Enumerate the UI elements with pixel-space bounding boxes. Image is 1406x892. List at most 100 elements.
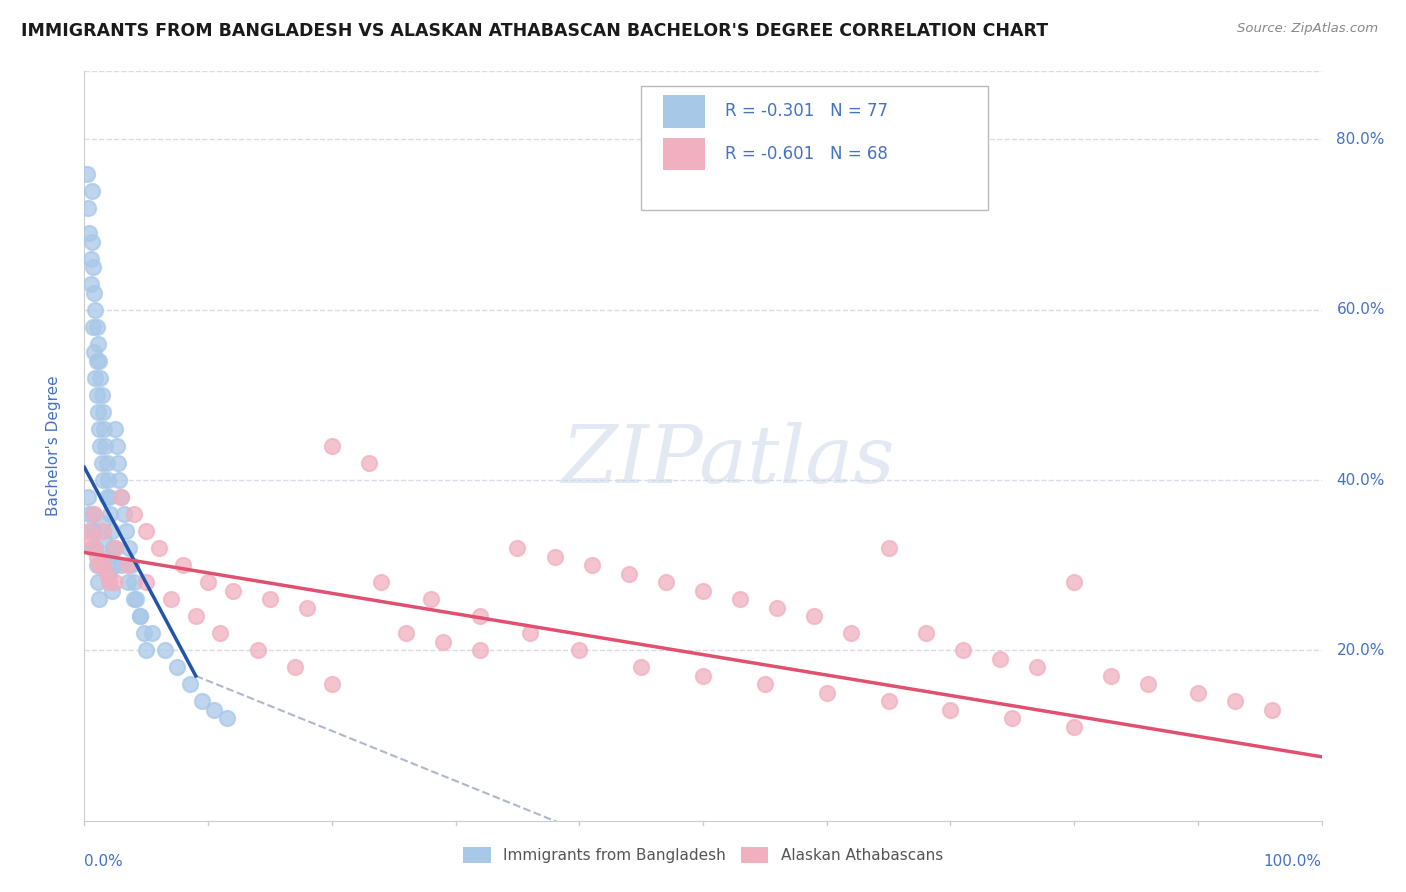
- Point: [630, 660, 652, 674]
- FancyBboxPatch shape: [664, 138, 706, 170]
- Point: [519, 626, 541, 640]
- Point: [215, 711, 238, 725]
- Point: [87, 405, 110, 419]
- Point: [117, 575, 139, 590]
- Point: [370, 575, 392, 590]
- Text: R = -0.301   N = 77: R = -0.301 N = 77: [725, 103, 889, 120]
- FancyBboxPatch shape: [664, 95, 706, 128]
- Point: [153, 643, 176, 657]
- Point: [357, 456, 380, 470]
- Point: [86, 549, 108, 564]
- Point: [80, 184, 103, 198]
- Point: [91, 524, 114, 538]
- Point: [82, 260, 104, 275]
- Point: [83, 345, 105, 359]
- Point: [83, 541, 105, 556]
- Point: [191, 694, 214, 708]
- Point: [100, 524, 122, 538]
- Point: [97, 473, 120, 487]
- Text: 40.0%: 40.0%: [1337, 473, 1385, 488]
- Point: [100, 583, 122, 598]
- Point: [129, 609, 152, 624]
- Point: [914, 626, 936, 640]
- Point: [91, 405, 114, 419]
- Point: [222, 583, 245, 598]
- Point: [1137, 677, 1160, 691]
- Point: [988, 652, 1011, 666]
- Point: [132, 626, 155, 640]
- Text: 0.0%: 0.0%: [84, 855, 124, 870]
- Point: [877, 541, 900, 556]
- Point: [179, 677, 201, 691]
- Point: [104, 541, 127, 556]
- Point: [172, 558, 194, 573]
- Point: [692, 583, 714, 598]
- Point: [581, 558, 603, 573]
- Point: [96, 549, 118, 564]
- Point: [83, 524, 105, 538]
- Point: [115, 524, 138, 538]
- Point: [86, 354, 108, 368]
- Point: [284, 660, 307, 674]
- Point: [89, 354, 111, 368]
- Point: [80, 541, 103, 556]
- Point: [98, 507, 121, 521]
- Point: [76, 167, 98, 181]
- Point: [1099, 669, 1122, 683]
- Point: [96, 490, 118, 504]
- Point: [86, 388, 108, 402]
- Point: [107, 456, 129, 470]
- Point: [87, 336, 110, 351]
- Point: [98, 566, 121, 581]
- Point: [82, 507, 104, 521]
- Point: [470, 609, 492, 624]
- Point: [202, 703, 225, 717]
- Point: [841, 626, 863, 640]
- Point: [79, 533, 101, 547]
- Point: [141, 626, 163, 640]
- Point: [117, 558, 139, 573]
- Point: [1223, 694, 1246, 708]
- Point: [470, 643, 492, 657]
- Point: [118, 541, 141, 556]
- Point: [122, 575, 145, 590]
- Point: [86, 558, 108, 573]
- Text: 60.0%: 60.0%: [1337, 302, 1385, 318]
- Point: [89, 422, 111, 436]
- Point: [89, 558, 111, 573]
- Point: [91, 473, 114, 487]
- Point: [79, 507, 101, 521]
- Text: 20.0%: 20.0%: [1337, 643, 1385, 657]
- Point: [87, 575, 110, 590]
- Point: [160, 592, 183, 607]
- Point: [89, 439, 111, 453]
- Point: [77, 490, 100, 504]
- Text: Source: ZipAtlas.com: Source: ZipAtlas.com: [1237, 22, 1378, 36]
- Point: [120, 558, 142, 573]
- Point: [259, 592, 281, 607]
- Point: [96, 456, 118, 470]
- Point: [395, 626, 418, 640]
- Text: 100.0%: 100.0%: [1264, 855, 1322, 870]
- Point: [83, 507, 105, 521]
- Point: [295, 600, 318, 615]
- Point: [754, 677, 776, 691]
- Point: [135, 643, 157, 657]
- Point: [419, 592, 441, 607]
- Point: [766, 600, 789, 615]
- Point: [122, 592, 145, 607]
- Point: [79, 252, 101, 266]
- Point: [86, 319, 108, 334]
- Point: [94, 439, 117, 453]
- Point: [77, 201, 100, 215]
- Point: [1001, 711, 1024, 725]
- Point: [104, 541, 127, 556]
- Point: [166, 660, 188, 674]
- Point: [246, 643, 269, 657]
- Point: [101, 541, 124, 556]
- Point: [617, 566, 640, 581]
- Point: [108, 473, 131, 487]
- Point: [104, 575, 127, 590]
- Point: [91, 558, 114, 573]
- Point: [952, 643, 974, 657]
